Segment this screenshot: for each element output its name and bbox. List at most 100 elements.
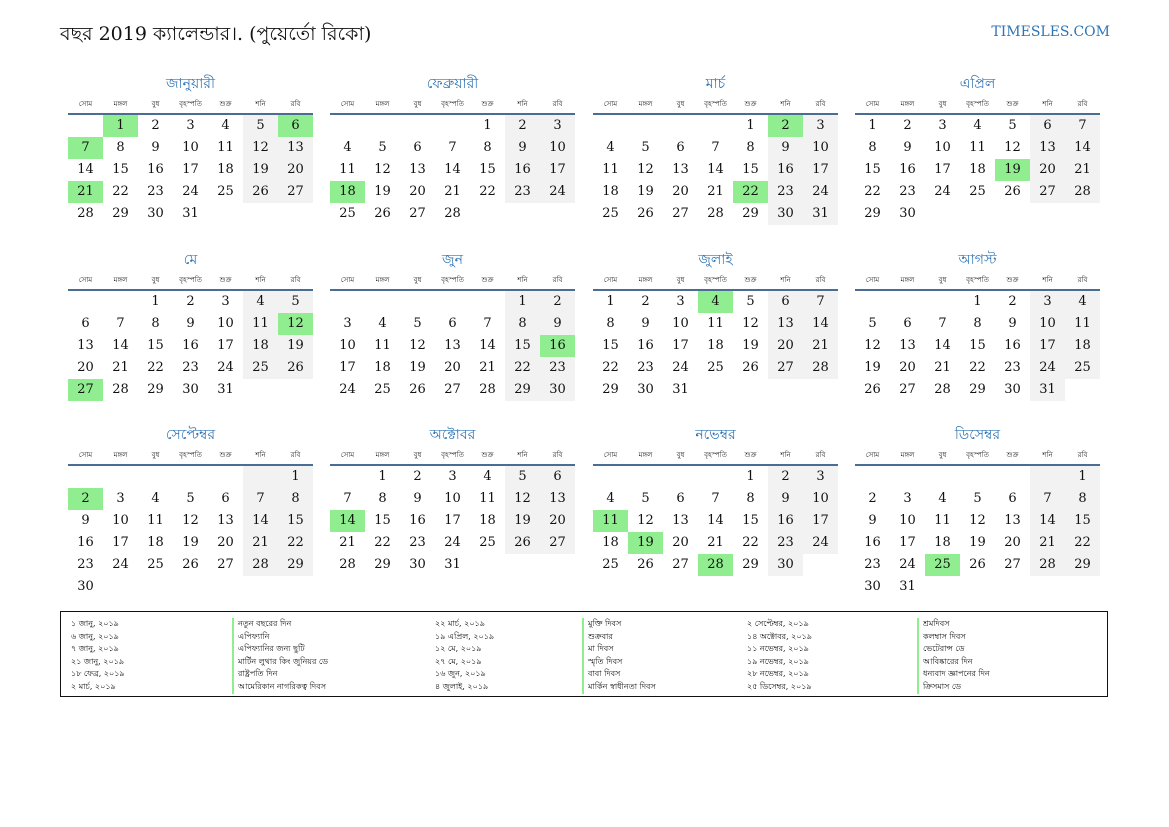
legend-holiday-name: রাষ্ট্রপতি দিন [232,668,328,681]
day-cell: 24 [672,360,689,375]
day-cell: 7 [483,316,492,331]
day-cell: 28 [339,557,356,572]
legend-holiday-name: ধন্যবাদ জ্ঞাপনের দিন [917,668,990,681]
day-cell: 14 [1065,137,1100,159]
day-cell: 14 [707,513,724,528]
empty-cell [925,466,960,488]
holiday-day-cell: 2 [768,115,803,137]
day-cell: 5 [973,491,982,506]
legend-date-column: ২২ মার্চ, ২০১৯ ১৯ এপ্রিল, ২০১৯ ১২ মে, ২০১৯… [435,618,494,694]
holiday-day-cell: 22 [733,181,768,203]
weekday-header: সোম মঙ্গল বুধ বৃহস্পতি শুক্র শনি রবি [68,271,313,291]
day-cell: 3 [221,294,230,309]
day-cell: 3 [1030,291,1065,313]
day-cell: 18 [1065,335,1100,357]
day-cell: 6 [413,140,422,155]
day-cell: 20 [1030,159,1065,181]
day-cell: 25 [243,357,278,379]
site-link[interactable]: TIMESLES.COM [991,24,1110,40]
weekday-label: মঙ্গল [638,276,653,284]
day-cell: 21 [479,360,496,375]
weekday-label: শনি [255,276,266,284]
weekday-header: সোম মঙ্গল বুধ বৃহস্পতি শুক্র শনি রবি [330,271,575,291]
day-cell: 15 [505,335,540,357]
day-cell: 3 [540,115,575,137]
day-cell: 3 [803,115,838,137]
legend-date: ১৮ ফেব্র, ২০১৯ [71,669,125,679]
legend-date: ২৮ নভেম্বর, ২০১৯ [747,669,809,679]
day-cell: 15 [742,162,759,177]
legend-holiday-name: নতুন বছরের দিন [232,618,328,631]
weekday-label: শনি [517,451,528,459]
day-cell: 28 [444,206,461,221]
day-cell: 21 [243,532,278,554]
day-cell: 12 [742,316,759,331]
weekday-label: বৃহস্পতি [966,276,989,284]
weekday-label: মঙ্গল [900,451,915,459]
day-cell: 18 [243,335,278,357]
day-cell: 13 [899,338,916,353]
day-cell: 8 [746,140,755,155]
day-cell: 13 [1030,137,1065,159]
empty-cell [890,291,925,313]
weekday-label: বুধ [413,100,422,108]
day-cell: 12 [243,137,278,159]
legend-name-column: নতুন বছরের দিন এপিফ্যানি এপিফ্যানির জন্য ছ… [232,618,328,694]
day-cell: 24 [217,360,234,375]
empty-cell [365,291,400,313]
legend-date-column: ১ জানু, ২০১৯ ৬ জানু, ২০১৯ ৭ জানু, ২০১৯ ২১ জ… [71,618,125,694]
day-cell: 14 [1030,510,1065,532]
day-cell: 13 [278,137,313,159]
day-cell: 15 [374,513,391,528]
day-cell: 30 [540,379,575,401]
weekday-label: শনি [1042,451,1053,459]
day-cell: 26 [637,557,654,572]
day-cell: 28 [1030,554,1065,576]
day-cell: 27 [409,206,426,221]
empty-cell [103,291,138,313]
day-cell: 17 [899,535,916,550]
holiday-day-cell: 19 [995,159,1030,181]
day-cell: 30 [147,206,164,221]
weekday-label: বৃহস্পতি [179,451,202,459]
day-cell: 12 [864,338,881,353]
weekday-label: শনি [780,451,791,459]
legend-date: ২ মার্চ, ২০১৯ [71,681,116,691]
holiday-day-cell: 11 [593,510,628,532]
holiday-day-cell: 21 [68,181,103,203]
day-cell: 4 [378,316,387,331]
legend-holiday-name: কলম্বাস দিবস [917,630,990,644]
day-cell: 25 [969,184,986,199]
weekday-label: মঙ্গল [375,100,390,108]
day-cell: 3 [903,491,912,506]
day-cell: 23 [637,360,654,375]
day-cell: 14 [934,338,951,353]
day-cell: 17 [540,159,575,181]
day-cell: 15 [147,338,164,353]
day-cell: 14 [243,510,278,532]
legend-date: ২৫ ডিসেম্বর, ২০১৯ [747,681,812,691]
day-cell: 10 [540,137,575,159]
day-cell: 8 [116,140,125,155]
day-cell: 7 [243,488,278,510]
day-cell: 26 [243,181,278,203]
day-cell: 30 [1004,382,1021,397]
weekday-label: বৃহস্পতি [704,100,727,108]
day-cell: 25 [602,206,619,221]
day-cell: 7 [343,491,352,506]
day-cell: 22 [505,357,540,379]
day-cell: 9 [505,137,540,159]
day-cell: 26 [278,357,313,379]
day-cell: 27 [444,382,461,397]
day-cell: 1 [606,294,615,309]
day-cell: 16 [768,510,803,532]
day-cell: 11 [707,316,724,331]
day-cell: 20 [768,335,803,357]
day-cell: 14 [444,162,461,177]
day-cell: 15 [278,510,313,532]
day-cell: 2 [540,291,575,313]
day-cell: 28 [707,206,724,221]
weekday-label: বুধ [938,451,947,459]
day-cell: 29 [374,557,391,572]
day-cell: 14 [479,338,496,353]
